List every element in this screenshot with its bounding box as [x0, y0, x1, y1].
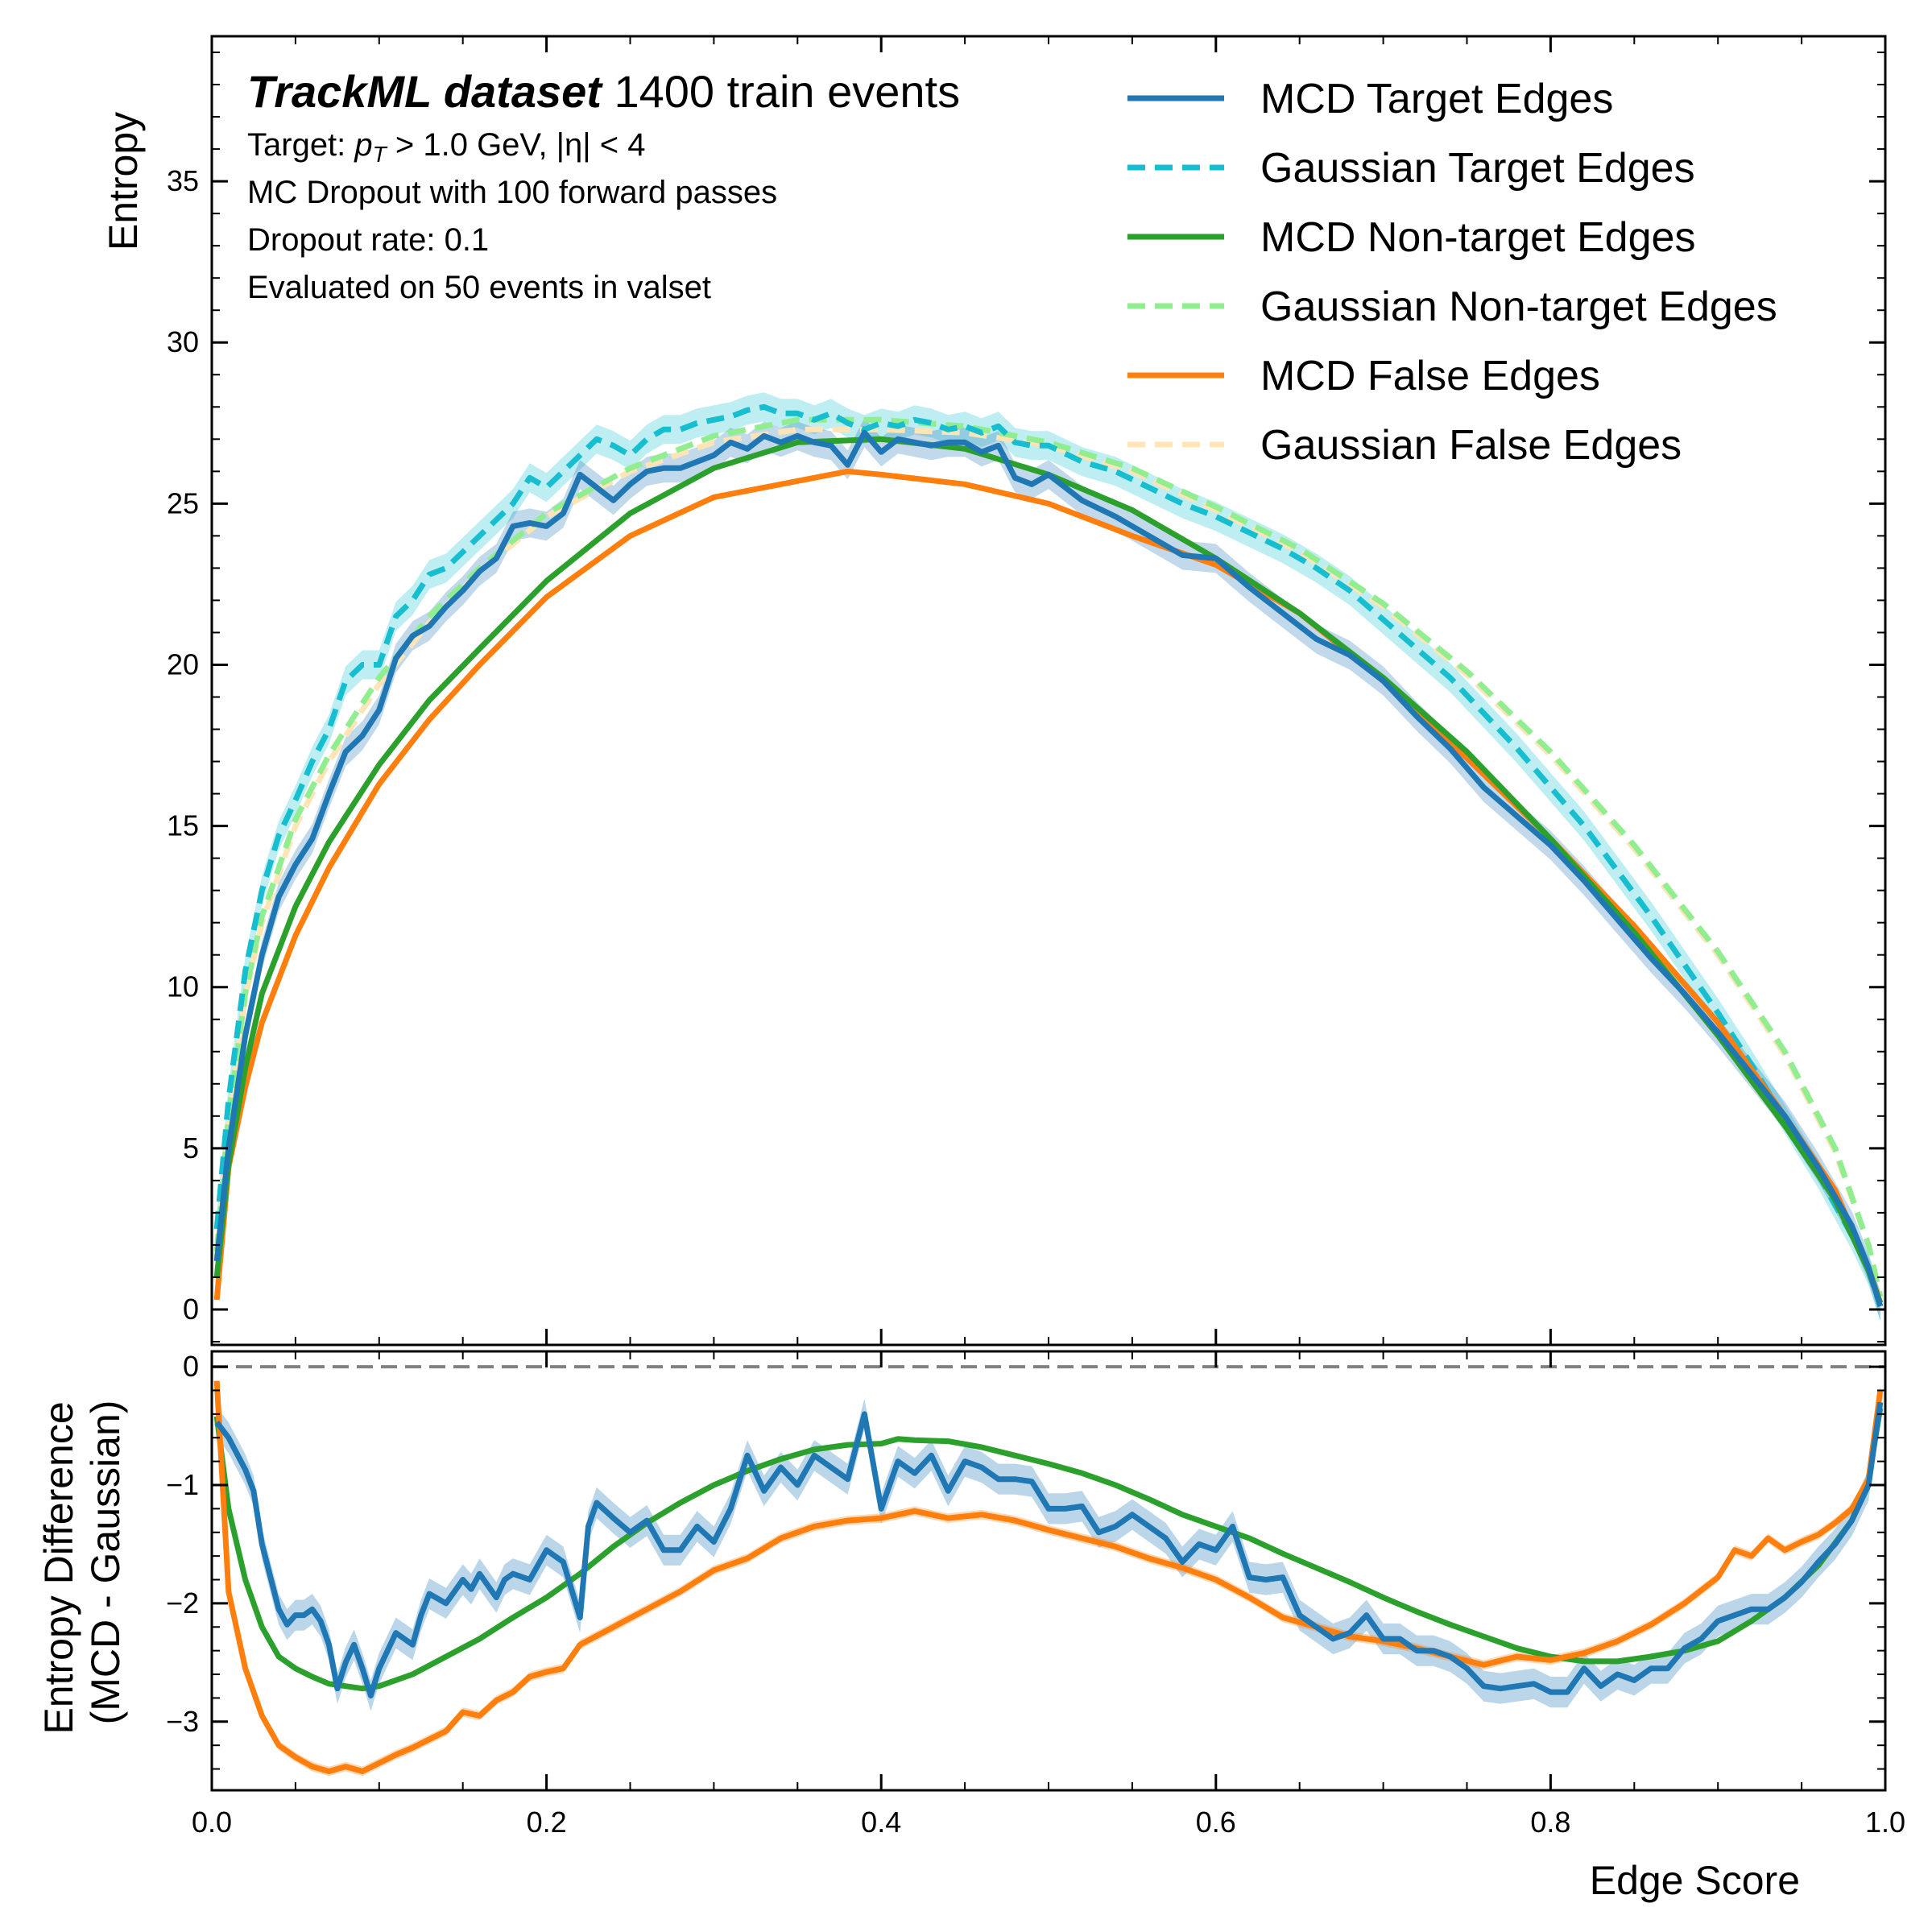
- line-bottom-mcd-target-edges: [214, 1401, 1884, 1698]
- line-top-gaussian-false-edges: [213, 426, 1884, 1297]
- top-ytick-label: 25: [167, 486, 199, 519]
- bottom-ytick-label: 0: [183, 1350, 199, 1383]
- top-plot-frame: [210, 35, 1887, 1347]
- bottom-y-axis-label: Entropy Difference (MCD - Gaussian): [36, 1390, 128, 1734]
- x-axis-label: Edge Score: [1590, 1858, 1800, 1903]
- top-ytick-label: 0: [183, 1293, 199, 1326]
- xtick-label: 0.2: [527, 1806, 567, 1839]
- xtick-label: 0.0: [192, 1806, 232, 1839]
- band-top-gaussian-target-edges: [217, 392, 1880, 1321]
- xtick-label: 0.6: [1196, 1806, 1236, 1839]
- legend-label: MCD Target Edges: [1260, 76, 1613, 122]
- annotation-target: Target: pT > 1.0 GeV, |η| < 4: [247, 127, 646, 167]
- bottom-plot-frame: [210, 1350, 1887, 1792]
- bottom-ytick-label: −3: [166, 1705, 199, 1738]
- legend-label: MCD False Edges: [1260, 353, 1600, 399]
- xtick-label: 0.8: [1530, 1806, 1570, 1839]
- xtick-label: 0.4: [861, 1806, 901, 1839]
- legend-item-mcd-target-edges: MCD Target Edges: [1127, 76, 1613, 122]
- legend-item-gaussian-target-edges: Gaussian Target Edges: [1127, 145, 1695, 192]
- legend-label: Gaussian Non-target Edges: [1260, 283, 1777, 330]
- line-top-mcd-non-target-edges: [213, 436, 1884, 1305]
- legend-label: Gaussian Target Edges: [1260, 145, 1695, 192]
- legend-label: Gaussian False Edges: [1260, 422, 1682, 469]
- top-y-axis-label: Entropy: [101, 112, 146, 250]
- bottom-ytick-label: −2: [166, 1587, 199, 1620]
- legend-item-mcd-non-target-edges: MCD Non-target Edges: [1127, 214, 1695, 261]
- legend-item-mcd-false-edges: MCD False Edges: [1127, 353, 1600, 399]
- legend: MCD Target Edges Gaussian Target Edges MCD…: [1127, 76, 1777, 469]
- entropy-panel: 0 5 10 15 20 25 30 35 Entropy TrackML dataset 1…: [101, 35, 1887, 1347]
- top-ytick-label: 30: [167, 325, 199, 358]
- annotation-title: TrackML dataset 1400 train events: [247, 66, 960, 117]
- line-top-mcd-false-edges: [213, 468, 1884, 1305]
- top-ytick-label: 20: [167, 647, 199, 681]
- line-top-mcd-target-edges: [213, 429, 1884, 1308]
- bottom-ytick-label: −1: [166, 1468, 199, 1501]
- xtick-label: 1.0: [1865, 1806, 1905, 1839]
- entropy-difference-panel: 0 −1 −2 −3 0.0 0.2 0.4 0.6 0.8 1.0 Entropy Differ…: [36, 1350, 1905, 1903]
- annotation-block: TrackML dataset 1400 train events Target…: [247, 66, 960, 305]
- legend-label: MCD Non-target Edges: [1260, 214, 1695, 261]
- annotation-evaluation: Evaluated on 50 events in valset: [247, 270, 711, 305]
- legend-item-gaussian-non-target-edges: Gaussian Non-target Edges: [1127, 283, 1777, 330]
- line-top-gaussian-target-edges: [213, 403, 1884, 1308]
- legend-item-gaussian-false-edges: Gaussian False Edges: [1127, 422, 1682, 469]
- top-ytick-label: 15: [167, 809, 199, 842]
- annotation-dropout-rate: Dropout rate: 0.1: [247, 222, 489, 258]
- top-ytick-label: 35: [167, 164, 199, 197]
- top-ytick-label: 10: [167, 970, 199, 1003]
- annotation-mc-dropout: MC Dropout with 100 forward passes: [247, 175, 777, 210]
- line-bottom-mcd-false-edges: [213, 1380, 1884, 1774]
- band-bottom-mcd-target-edges: [217, 1387, 1880, 1711]
- top-ytick-label: 5: [183, 1131, 199, 1165]
- line-bottom-mcd-non-target-edges: [213, 1407, 1884, 1692]
